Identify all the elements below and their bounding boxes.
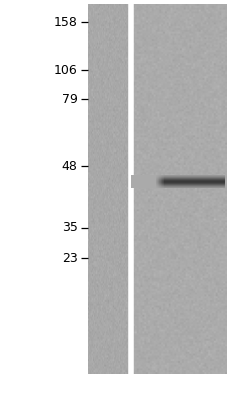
Text: 79: 79 [61,93,77,106]
Text: 158: 158 [53,16,77,28]
Bar [128,4,133,374]
Text: 106: 106 [54,64,77,76]
Text: 48: 48 [61,160,77,172]
Text: 35: 35 [61,222,77,234]
Text: 23: 23 [62,252,77,264]
